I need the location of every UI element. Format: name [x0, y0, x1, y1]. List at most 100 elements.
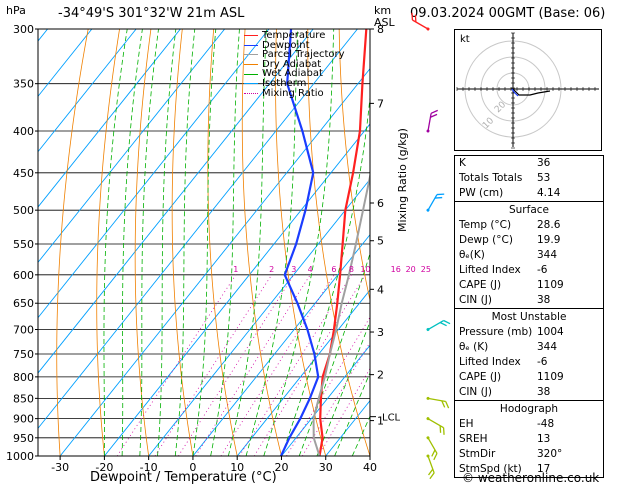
row-value: 4.14: [537, 187, 561, 199]
wet-adiabat-line: [174, 29, 196, 456]
row-label: CAPE (J): [459, 279, 502, 291]
legend-swatch: [244, 35, 258, 37]
wet-adiabat-line: [121, 29, 143, 456]
mixing-ratio-line: [178, 274, 295, 456]
dry-adiabat-line: [241, 29, 282, 456]
pressure-tick-label: 600: [13, 269, 34, 282]
mixing-ratio-line: [286, 316, 370, 456]
asl-axis-label: ASL: [374, 16, 395, 29]
pressure-tick-label: 950: [13, 432, 34, 445]
row-value: 53: [537, 172, 551, 184]
mixing-ratio-label: 25: [421, 265, 431, 274]
table-row: θₑ (K) 344: [455, 340, 603, 355]
dry-adiabat-line: [96, 29, 120, 456]
isotherm-line: [38, 29, 226, 264]
pressure-tick-label: 400: [13, 125, 34, 138]
km-tick-label: 8: [377, 23, 384, 36]
chart-legend: Temperature Dewpoint Parcel Trajectory Dry …: [244, 31, 345, 98]
mixing-ratio-label: 3: [291, 265, 296, 274]
wind-barb: [426, 417, 445, 435]
pressure-tick-label: 350: [13, 78, 34, 91]
row-label: Totals Totals: [459, 172, 523, 184]
mixing-ratio-line: [195, 274, 311, 456]
legend-label: Dry Adiabat: [262, 58, 322, 70]
wet-adiabat-line: [192, 29, 217, 456]
table-row: Lifted Index -6: [455, 355, 603, 370]
row-label: Lifted Index: [459, 264, 521, 276]
temp-tick-label: 10: [230, 461, 244, 474]
pressure-tick-label: 900: [13, 413, 34, 426]
stability-indices-table: K 36 Totals Totals 53 PW (cm) 4.14 Surface Te…: [454, 155, 604, 478]
plot-frame: [37, 28, 371, 457]
km-tick-label: 1: [377, 415, 384, 428]
km-tick-label: 3: [377, 326, 384, 339]
pressure-tick-label: 300: [13, 23, 34, 36]
most-unstable-section-title: Most Unstable: [491, 311, 567, 323]
legend-label: Isotherm: [262, 77, 307, 89]
pressure-tick-label: 800: [13, 371, 34, 384]
legend-item: Isotherm: [244, 79, 345, 89]
wind-barb: [426, 109, 438, 133]
wet-adiabat-line: [245, 29, 299, 456]
legend-item: Parcel Trajectory: [244, 50, 345, 60]
km-tick-label: 5: [377, 235, 384, 248]
pressure-tick-label: 850: [13, 392, 34, 405]
wet-adiabat-line: [298, 252, 370, 456]
row-label: Dewp (°C): [459, 234, 513, 246]
lcl-label: LCL: [382, 413, 401, 424]
row-label: Lifted Index: [459, 356, 521, 368]
legend-label: Wet Adiabat: [262, 68, 323, 80]
row-value: -48: [537, 418, 555, 430]
mixing-ratio-label: 10: [360, 265, 370, 274]
legend-swatch: [244, 83, 258, 85]
dry-adiabat-line: [207, 29, 238, 456]
km-axis-label: km: [374, 4, 392, 17]
row-value: 1109: [537, 279, 564, 291]
mixing-ratio-line: [116, 274, 237, 456]
wind-barb: [426, 454, 435, 480]
table-row: CAPE (J) 1109: [455, 370, 603, 385]
mixing-ratio-label: 4: [308, 265, 313, 274]
row-label: CAPE (J): [459, 371, 502, 383]
row-label: θₑ(K): [459, 249, 485, 261]
dry-adiabat-line: [338, 29, 370, 302]
temp-tick-label: 0: [189, 461, 196, 474]
legend-swatch: [244, 92, 258, 94]
row-value: 1004: [537, 326, 564, 338]
wind-barb: [426, 436, 438, 461]
legend-swatch: [244, 73, 258, 75]
mixing-ratio-label: 20: [406, 265, 416, 274]
row-value: 36: [537, 157, 551, 169]
row-value: -6: [537, 356, 548, 368]
row-value: 344: [537, 249, 558, 261]
mixing-ratio-label: 2: [269, 265, 274, 274]
isotherm-line: [38, 29, 181, 208]
mixing-ratio-label: 8: [349, 265, 354, 274]
legend-item: Dry Adiabat: [244, 58, 345, 70]
legend-item: Dewpoint: [244, 40, 345, 51]
row-value: 1109: [537, 371, 564, 383]
row-label: EH: [459, 418, 474, 430]
dry-adiabat-line: [307, 29, 370, 456]
hodograph-kt-label: kt: [460, 34, 470, 45]
pressure-tick-label: 550: [13, 238, 34, 251]
row-value: 17: [537, 463, 551, 475]
table-row: Temp (°C) 28.6: [455, 218, 603, 233]
isotherm-line: [192, 233, 370, 456]
table-row: CIN (J) 38: [455, 385, 603, 400]
pressure-tick-label: 450: [13, 167, 34, 180]
km-tick-label: 2: [377, 369, 384, 382]
mixing-ratio-axis-title: Mixing Ratio (g/kg): [396, 128, 409, 232]
wet-adiabat-line: [210, 29, 240, 456]
temp-tick-label: 30: [319, 461, 333, 474]
table-row: SREH 13: [455, 432, 603, 447]
wind-barb: [411, 12, 430, 31]
dry-adiabat-line: [134, 29, 152, 456]
temp-tick-label: -30: [51, 461, 69, 474]
table-row: Totals Totals 53: [455, 171, 603, 186]
km-tick-label: 7: [377, 97, 384, 110]
table-row: CAPE (J) 1109: [455, 278, 603, 293]
isotherm-line: [59, 67, 370, 456]
row-value: 344: [537, 341, 558, 353]
